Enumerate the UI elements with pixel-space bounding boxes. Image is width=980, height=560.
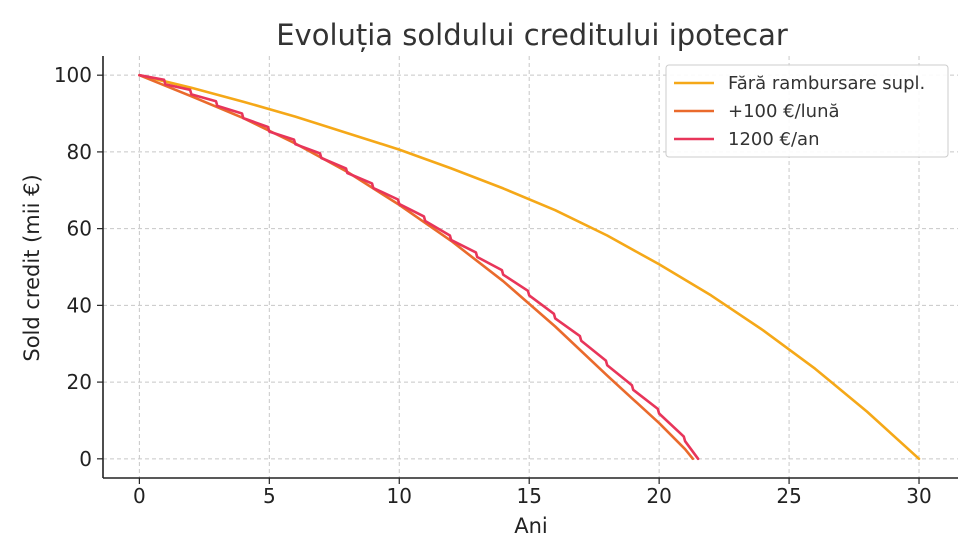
y-tick-label: 80 [67, 140, 92, 164]
x-tick-label: 30 [906, 484, 931, 508]
y-axis-label: Sold credit (mii €) [20, 174, 44, 361]
chart-title: Evoluția soldului creditului ipotecar [276, 18, 788, 52]
y-tick-label: 60 [67, 217, 92, 241]
series-line-1 [138, 73, 921, 461]
y-tick-label: 100 [54, 63, 92, 87]
series-lines [138, 73, 921, 461]
x-axis-label: Ani [514, 514, 548, 538]
y-tick-label: 0 [79, 447, 92, 471]
legend-entry-label: +100 €/lună [728, 101, 840, 122]
tick-labels: 0 5 10 15 20 25 30 0 20 40 60 80 100 [54, 63, 932, 508]
y-tick-label: 20 [67, 370, 92, 394]
x-tick-label: 25 [776, 484, 801, 508]
legend: Fără rambursare supl. +100 €/lună 1200 €/a… [665, 64, 949, 158]
legend-entry-label: Fără rambursare supl. [728, 73, 925, 94]
legend-box [665, 64, 949, 158]
series-line-2 [138, 73, 695, 461]
series-line-3 [138, 73, 700, 461]
y-tick-label: 40 [67, 293, 92, 317]
x-tick-label: 15 [516, 484, 541, 508]
legend-entry-label: 1200 €/an [728, 129, 820, 150]
x-tick-label: 20 [646, 484, 671, 508]
x-tick-label: 5 [263, 484, 276, 508]
x-tick-label: 10 [387, 484, 412, 508]
x-tick-label: 0 [133, 484, 146, 508]
axes [97, 56, 958, 484]
